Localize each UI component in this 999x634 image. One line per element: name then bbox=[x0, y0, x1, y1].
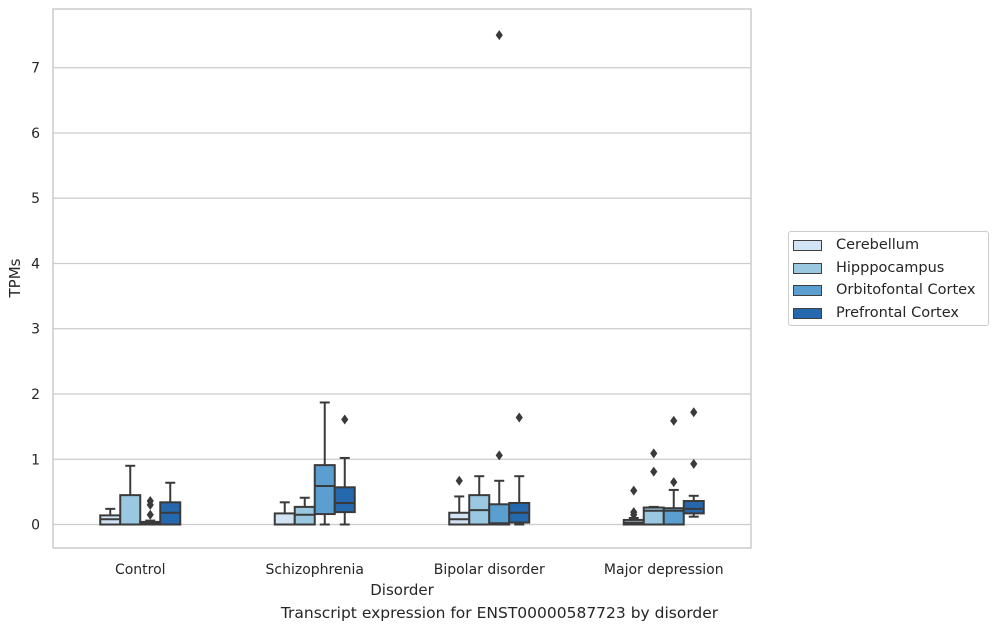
legend-swatch-cerebellum bbox=[793, 239, 822, 251]
legend-item-orbitofontal-cortex: Orbitofontal Cortex bbox=[793, 280, 975, 300]
outlier-point bbox=[690, 407, 698, 418]
outlier-point bbox=[630, 507, 638, 518]
y-tick-label: 2 bbox=[31, 387, 40, 403]
box-hipppocampus bbox=[119, 494, 142, 526]
box-cerebellum bbox=[273, 512, 296, 526]
box-prefrontal-cortex bbox=[333, 486, 356, 514]
box-orbitofontal-cortex bbox=[662, 507, 685, 526]
legend: Cerebellum Hipppocampus Orbitofontal Cor… bbox=[788, 231, 989, 326]
outlier-point bbox=[690, 458, 698, 469]
outlier-point bbox=[495, 30, 503, 41]
legend-label-cerebellum: Cerebellum bbox=[836, 237, 920, 253]
outlier-point bbox=[515, 412, 523, 423]
x-tick-label: Bipolar disorder bbox=[434, 562, 545, 578]
legend-item-prefrontal-cortex: Prefrontal Cortex bbox=[793, 303, 959, 323]
outlier-point bbox=[146, 496, 154, 507]
legend-item-hipppocampus: Hipppocampus bbox=[793, 258, 944, 278]
box-prefrontal-cortex bbox=[682, 500, 705, 515]
x-axis-title: Disorder bbox=[370, 581, 434, 599]
box-orbitofontal-cortex bbox=[313, 464, 336, 516]
y-tick-label: 3 bbox=[31, 322, 40, 338]
legend-swatch-hipppocampus bbox=[793, 262, 822, 274]
outlier-point bbox=[650, 466, 658, 477]
legend-item-cerebellum: Cerebellum bbox=[793, 235, 919, 255]
legend-swatch-prefrontal-cortex bbox=[793, 307, 822, 319]
legend-swatch-orbitofontal-cortex bbox=[793, 284, 822, 296]
y-tick-label: 0 bbox=[31, 518, 40, 534]
legend-label-prefrontal-cortex: Prefrontal Cortex bbox=[836, 305, 959, 321]
figure-caption: Transcript expression for ENST0000058772… bbox=[280, 604, 719, 622]
outlier-point bbox=[455, 475, 463, 486]
y-tick-label: 1 bbox=[31, 452, 40, 468]
x-tick-label: Control bbox=[115, 562, 166, 578]
legend-label-hipppocampus: Hipppocampus bbox=[836, 260, 945, 276]
plot-area-frame bbox=[52, 8, 752, 549]
y-tick-label: 6 bbox=[31, 126, 40, 142]
box-orbitofontal-cortex bbox=[488, 503, 511, 526]
outlier-point bbox=[670, 477, 678, 488]
x-tick-label: Schizophrenia bbox=[266, 562, 364, 578]
outlier-point bbox=[670, 415, 678, 426]
y-axis-title: TPMs bbox=[6, 258, 24, 298]
outlier-point bbox=[146, 509, 154, 520]
outlier-point bbox=[495, 450, 503, 461]
y-tick-label: 7 bbox=[31, 61, 40, 77]
outlier-point bbox=[650, 448, 658, 459]
outlier-point bbox=[630, 485, 638, 496]
y-tick-label: 4 bbox=[31, 256, 40, 272]
y-tick-label: 5 bbox=[31, 191, 40, 207]
x-tick-label: Major depression bbox=[604, 562, 724, 578]
legend-label-orbitofontal-cortex: Orbitofontal Cortex bbox=[836, 282, 976, 298]
outlier-point bbox=[341, 414, 349, 425]
